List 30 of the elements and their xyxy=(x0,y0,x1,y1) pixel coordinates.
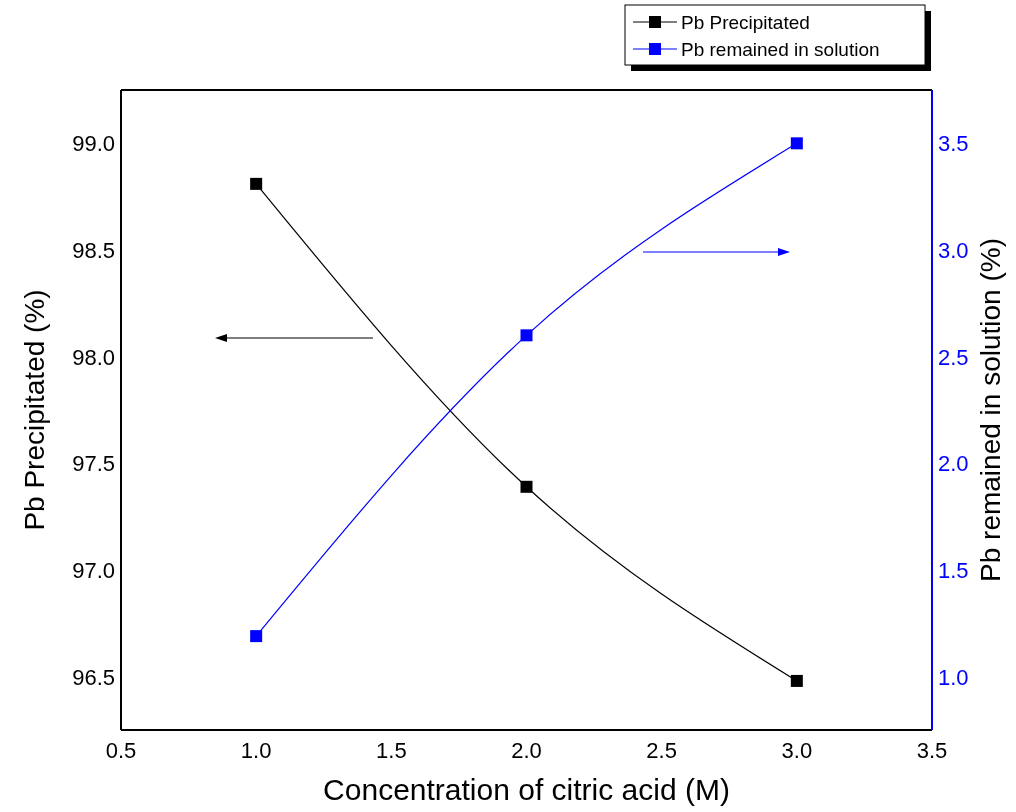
y-tick-label: 96.5 xyxy=(72,664,115,690)
y-tick-label: 97.5 xyxy=(72,451,115,477)
y2-tick-label: 2.5 xyxy=(938,344,969,370)
legend-label: Pb Precipitated xyxy=(681,12,810,33)
x-axis-title: Concentration of citric acid (M) xyxy=(323,773,730,806)
x-tick-label: 1.5 xyxy=(376,738,407,763)
x-tick-label: 0.5 xyxy=(105,738,137,763)
y2-tick-label: 1.0 xyxy=(938,664,969,690)
x-tick-label: 3.0 xyxy=(781,738,813,763)
legend-label: Pb remained in solution xyxy=(681,39,880,60)
point xyxy=(790,137,803,150)
y-axis-title: Pb Precipitated (%) xyxy=(19,289,50,531)
y-tick-label: 97.0 xyxy=(72,558,115,583)
y2-tick-label: 1.5 xyxy=(938,558,969,583)
x-tick-label: 3.5 xyxy=(916,738,948,763)
y-tick-label: 98.0 xyxy=(72,344,115,370)
x-tick-label: 2.5 xyxy=(646,738,677,763)
point xyxy=(250,630,263,643)
y2-tick-label: 3.5 xyxy=(938,131,969,157)
y-tick-label: 98.5 xyxy=(72,238,115,263)
x-tick-label: 2.0 xyxy=(511,738,542,763)
point xyxy=(520,480,533,493)
x-tick-label: 1.0 xyxy=(240,738,272,763)
y2-axis-title: Pb remained in solution (%) xyxy=(975,238,1006,582)
point xyxy=(520,329,533,342)
y-tick-label: 99.0 xyxy=(72,131,115,157)
y2-tick-label: 2.0 xyxy=(938,451,969,477)
point xyxy=(790,674,803,687)
y2-tick-label: 3.0 xyxy=(938,238,969,263)
point xyxy=(250,177,263,190)
